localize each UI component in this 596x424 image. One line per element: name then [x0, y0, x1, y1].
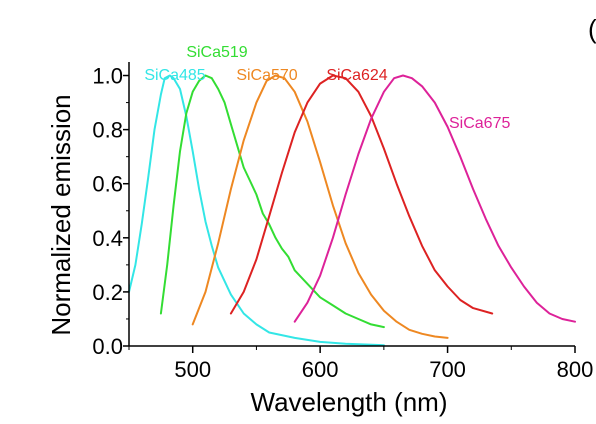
series-label-sica485: SiCa485	[144, 67, 205, 84]
series-line-sica624	[229, 74, 494, 315]
y-tick-label: 0.2	[92, 280, 123, 305]
x-tick-label: 700	[429, 357, 466, 382]
series-line-sica675	[293, 74, 576, 323]
axes: 0.0 0.2 0.4 0.6 0.8 1.0 500 600 700 800	[92, 62, 593, 382]
series-line-sica570	[191, 74, 449, 339]
series-label-sica675: SiCa675	[449, 115, 510, 132]
y-tick-label: 0.4	[92, 226, 123, 251]
y-tick-label: 1.0	[92, 64, 123, 89]
x-axis-title: Wavelength (nm)	[251, 387, 448, 417]
plot-area: SiCa485 SiCa519 SiCa570 SiCa624 SiCa675	[128, 44, 576, 347]
corner-glyph: (	[588, 14, 596, 44]
y-tick-label: 0.0	[92, 334, 123, 359]
x-tick-label: 500	[174, 357, 211, 382]
series-line-sica519	[159, 74, 385, 329]
x-tick-label: 800	[557, 357, 594, 382]
series-label-sica519: SiCa519	[186, 44, 247, 61]
y-tick-label: 0.6	[92, 172, 123, 197]
y-tick-label: 0.8	[92, 118, 123, 143]
series-line-sica485	[128, 74, 385, 347]
series-label-sica624: SiCa624	[326, 67, 387, 84]
y-axis-title: Normalized emission	[46, 94, 76, 335]
series-label-sica570: SiCa570	[236, 67, 297, 84]
x-tick-label: 600	[302, 357, 339, 382]
